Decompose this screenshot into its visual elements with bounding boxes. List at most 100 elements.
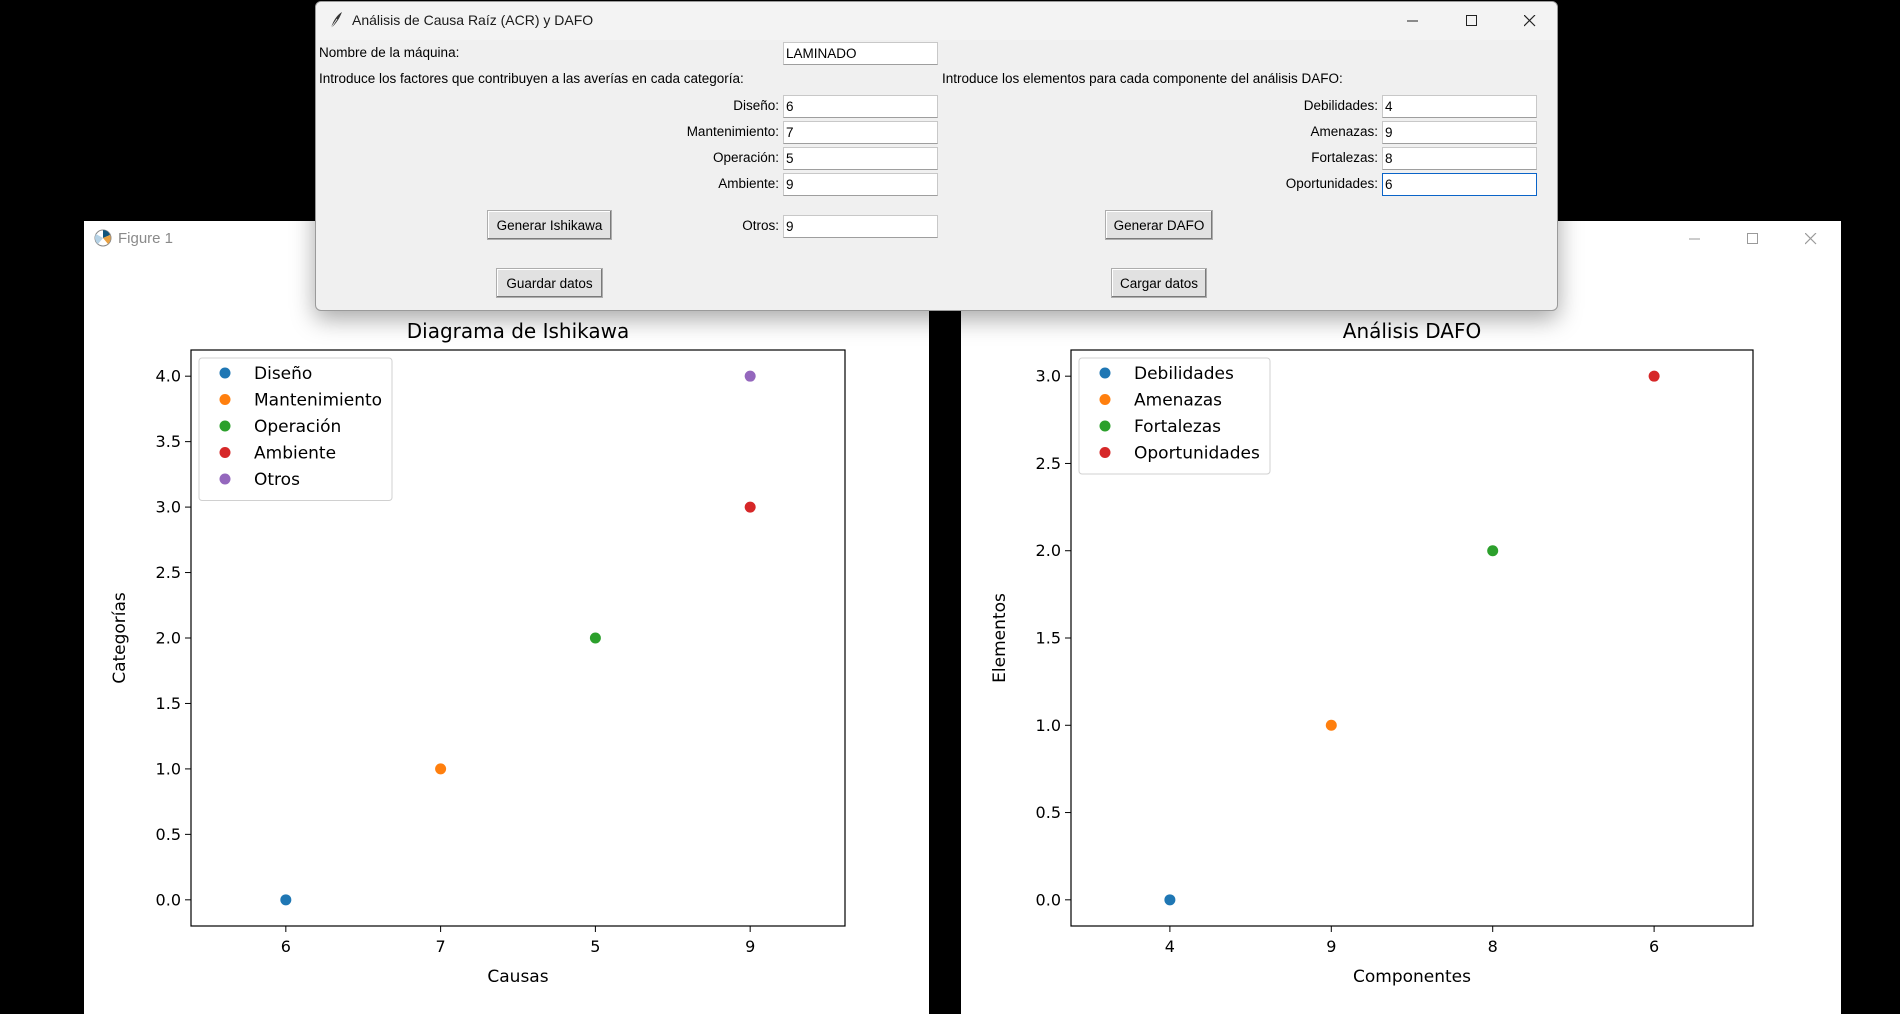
dafo-intro-label: Introduce los elementos para cada compon…	[942, 71, 1343, 86]
legend-marker	[219, 447, 231, 458]
maximize-button[interactable]	[1443, 2, 1501, 40]
legend-marker	[1099, 420, 1111, 432]
x-tick-label: 9	[745, 937, 755, 956]
y-tick-label: 2.5	[156, 563, 181, 582]
y-tick-label: 2.0	[1036, 541, 1061, 560]
x-tick-label: 7	[436, 937, 446, 956]
plot-frame	[1070, 349, 1754, 927]
acr-dafo-window: Análisis de Causa Raíz (ACR) y DAFO Nomb…	[315, 1, 1558, 311]
otros-label: Otros:	[742, 218, 779, 233]
window-title: Análisis de Causa Raíz (ACR) y DAFO	[352, 12, 594, 28]
x-tick-label: 4	[1165, 937, 1175, 956]
legend-marker	[1099, 447, 1111, 458]
generate-dafo-button[interactable]: Generar DAFO	[1105, 210, 1213, 240]
legend-marker	[1099, 394, 1111, 405]
diseno-input[interactable]	[783, 95, 938, 118]
oportunidades-label: Oportunidades:	[1285, 176, 1378, 191]
mantenimiento-input[interactable]	[783, 121, 938, 144]
x-axis-label: Causas	[487, 967, 548, 987]
x-tick-label: 6	[1649, 937, 1659, 956]
debilidades-label: Debilidades:	[1303, 98, 1378, 113]
legend-label: Diseño	[254, 364, 312, 384]
amenazas-input[interactable]	[1382, 121, 1537, 144]
figure-minimize-button[interactable]	[1666, 221, 1724, 257]
fortalezas-label: Fortalezas:	[1311, 150, 1378, 165]
data-point-debilidades	[1164, 894, 1176, 906]
maximize-icon	[1747, 233, 1758, 244]
plot-frame	[190, 349, 846, 927]
legend-label: Otros	[254, 470, 300, 490]
x-tick-label: 6	[281, 937, 291, 956]
figure-maximize-button[interactable]	[1724, 221, 1782, 257]
data-point-ambiente	[744, 501, 756, 513]
legend-label: Debilidades	[1134, 364, 1234, 384]
data-point-fortalezas	[1487, 545, 1499, 557]
window-gap	[929, 221, 961, 1014]
chart-title: Análisis DAFO	[1343, 319, 1481, 343]
x-tick-label: 9	[1326, 937, 1336, 956]
load-data-button[interactable]: Cargar datos	[1111, 268, 1207, 298]
legend-label: Fortalezas	[1134, 417, 1221, 437]
x-tick-label: 5	[590, 937, 600, 956]
ambiente-input[interactable]	[783, 173, 938, 196]
data-point-oportunidades	[1648, 370, 1660, 382]
legend-label: Operación	[254, 417, 341, 437]
minimize-icon	[1689, 238, 1700, 240]
y-tick-label: 4.0	[156, 367, 181, 386]
legend-label: Amenazas	[1134, 391, 1222, 411]
legend-marker	[1099, 367, 1111, 379]
y-tick-label: 3.5	[156, 432, 181, 451]
legend-label: Mantenimiento	[254, 391, 382, 411]
y-tick-label: 2.5	[1036, 454, 1061, 473]
data-point-amenazas	[1325, 719, 1337, 731]
y-tick-label: 1.0	[1036, 716, 1061, 735]
y-axis-label: Elementos	[990, 593, 1010, 683]
data-point-operación	[589, 632, 601, 644]
generate-ishikawa-button[interactable]: Generar Ishikawa	[487, 210, 612, 240]
diseno-label: Diseño:	[733, 98, 779, 113]
y-tick-label: 1.5	[1036, 629, 1061, 648]
close-button[interactable]	[1501, 2, 1557, 40]
debilidades-input[interactable]	[1382, 95, 1537, 118]
operacion-input[interactable]	[783, 147, 938, 170]
y-tick-label: 0.5	[156, 825, 181, 844]
legend-label: Ambiente	[254, 444, 336, 464]
machine-name-input[interactable]	[783, 42, 938, 65]
operacion-label: Operación:	[712, 150, 779, 165]
legend-marker	[219, 473, 231, 485]
legend-marker	[219, 394, 231, 405]
matplotlib-icon	[94, 229, 112, 247]
legend-box	[1078, 357, 1271, 475]
legend-marker	[219, 420, 231, 432]
close-icon	[1524, 15, 1536, 27]
feather-icon	[330, 12, 342, 29]
maximize-icon	[1466, 15, 1477, 26]
y-tick-label: 3.0	[156, 498, 181, 517]
y-tick-label: 2.0	[156, 629, 181, 648]
y-axis-label: Categorías	[110, 592, 130, 684]
mantenimiento-label: Mantenimiento:	[686, 124, 779, 139]
minimize-button[interactable]	[1384, 2, 1442, 40]
data-point-otros	[744, 370, 756, 382]
x-tick-label: 8	[1488, 937, 1498, 956]
y-tick-label: 0.0	[1036, 890, 1061, 909]
amenazas-label: Amenazas:	[1310, 124, 1378, 139]
acr-intro-label: Introduce los factores que contribuyen a…	[319, 71, 744, 86]
x-axis-label: Componentes	[1353, 967, 1471, 987]
machine-name-label: Nombre de la máquina:	[319, 45, 460, 60]
fortalezas-input[interactable]	[1382, 147, 1537, 170]
save-data-button[interactable]: Guardar datos	[496, 268, 603, 298]
data-point-diseño	[280, 894, 292, 906]
otros-input[interactable]	[783, 215, 938, 238]
figure-close-button[interactable]	[1782, 221, 1840, 257]
y-tick-label: 0.0	[156, 890, 181, 909]
y-tick-label: 3.0	[1036, 367, 1061, 386]
y-tick-label: 1.5	[156, 694, 181, 713]
chart-title: Diagrama de Ishikawa	[407, 319, 630, 343]
y-tick-label: 0.5	[1036, 803, 1061, 822]
dafo-chart: Análisis DAFO 0.0 0.5 1.0 1.5 2.0 2.5 3.0 4 9 8 6 Co…	[990, 319, 1754, 987]
oportunidades-input[interactable]	[1382, 173, 1537, 196]
minimize-icon	[1407, 20, 1418, 22]
figure-window: Figure 1 Diagrama de Ishikawa 0.0 0.5 1.0 1.…	[84, 221, 1841, 1014]
ambiente-label: Ambiente:	[718, 176, 779, 191]
